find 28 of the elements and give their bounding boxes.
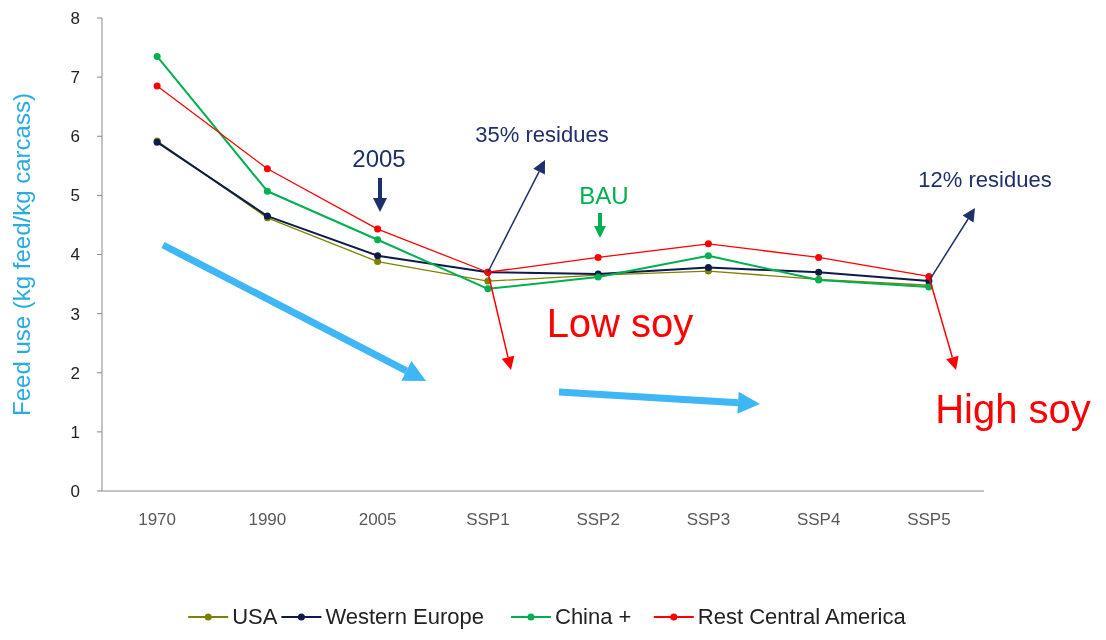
y-tick-label: 0 xyxy=(70,481,80,501)
annotation: High soy xyxy=(935,387,1091,431)
y-tick-label: 5 xyxy=(70,186,80,206)
annotation: Low soy xyxy=(546,301,694,345)
y-tick-label: 4 xyxy=(70,245,80,265)
x-tick-label: SSP2 xyxy=(576,510,620,529)
annotation: 12% residues xyxy=(918,167,1052,192)
x-tick-label: SSP1 xyxy=(466,510,510,529)
legend-label: Rest Central America xyxy=(697,604,907,629)
annotation: 35% residues xyxy=(475,122,609,147)
y-tick-label: 7 xyxy=(70,68,80,88)
x-tick-label: SSP3 xyxy=(686,510,731,529)
y-tick-label: 8 xyxy=(70,8,80,28)
annotation: 2005 xyxy=(352,145,406,172)
y-tick-label: 1 xyxy=(70,422,80,442)
x-tick-label: 2005 xyxy=(358,510,397,529)
legend-label: China + xyxy=(555,604,632,629)
y-tick-label: 6 xyxy=(70,127,80,147)
x-tick-label: 1990 xyxy=(248,510,287,529)
y-tick-label: 3 xyxy=(70,304,80,324)
legend-label: Western Europe xyxy=(325,604,484,629)
x-tick-label: SSP5 xyxy=(907,510,951,529)
y-tick-label: 2 xyxy=(70,363,80,383)
legend-label: USA xyxy=(232,604,278,629)
x-tick-label: SSP4 xyxy=(796,510,841,529)
annotation: BAU xyxy=(579,182,629,209)
y-axis-title: Feed use (kg feed/kg carcass) xyxy=(8,93,35,416)
x-tick-label: 1970 xyxy=(138,510,177,529)
